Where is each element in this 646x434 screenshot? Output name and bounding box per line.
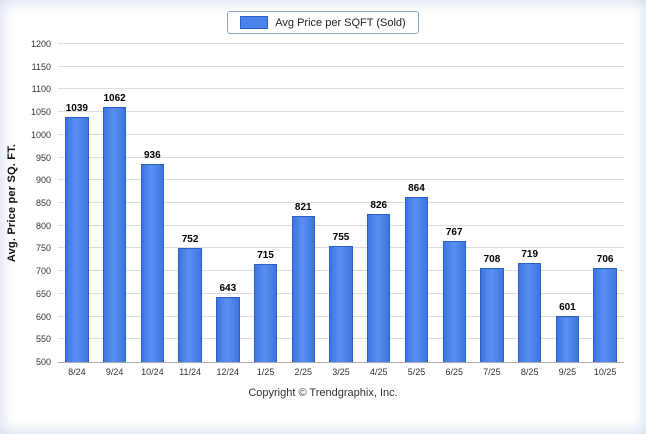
y-tick-label: 1000 [30,129,51,140]
bar [593,268,617,362]
bar [442,240,466,362]
x-tick-label: 7/25 [483,367,501,377]
bar [555,316,580,362]
bar-value-label: 864 [408,182,425,194]
copyright: Copyright © Trendgraphix, Inc. [248,387,398,399]
bar-group: 821 [284,44,322,362]
bar-group: 1039 [58,44,96,362]
bar-value-label: 706 [596,254,614,266]
y-tick-label: 1200 [30,39,51,49]
bar-group: 643 [209,44,247,362]
bar-group: 715 [247,44,285,362]
bar-group: 864 [398,44,436,362]
bar [102,106,127,362]
gridline [58,202,624,203]
plot-region: 1039 1062 936 752 643 715 821 755 826 864 767 708 71… [58,43,624,363]
bar-group: 752 [171,44,209,362]
bar-value-label: 601 [559,302,576,314]
y-tick-label: 750 [35,243,51,254]
x-tick-label: 2/25 [294,367,313,377]
plot-column: 1039 1062 936 752 643 715 821 755 826 864 767 708 71… [58,43,624,377]
bar-value-label: 1062 [103,92,126,104]
y-tick-label: 700 [35,266,51,277]
gridline [58,111,624,113]
x-tick-label: 8/25 [520,367,539,377]
bar [65,117,89,362]
bar-value-label: 936 [143,149,161,161]
bar-group: 601 [549,44,587,362]
bar [367,213,391,362]
bar [291,216,315,362]
gridline [58,179,624,181]
y-axis-title: Avg. Price per SQ. FT. [6,143,18,263]
bar-group: 936 [133,44,171,362]
legend-row: Avg Price per SQFT (Sold) [0,0,646,34]
gridline [58,88,624,90]
bar [140,163,165,362]
y-tick-label: 1100 [31,84,51,95]
bar-value-label: 719 [521,248,539,260]
x-tick-label: 3/25 [332,367,350,377]
bar-group: 719 [511,44,549,362]
bar [517,262,542,362]
y-tick-label: 600 [35,311,51,322]
gridline [58,65,624,67]
x-tick-label: 11/24 [179,367,201,377]
bar [178,247,202,362]
bar-value-label: 1039 [65,103,88,115]
bar [329,246,353,362]
y-tick-label: 950 [35,152,51,163]
bar-group: 826 [360,44,398,362]
y-tick-label: 500 [35,357,51,367]
gridline [58,43,624,44]
gridline [58,224,624,226]
x-tick-label: 10/24 [141,367,164,377]
bar-value-label: 708 [483,253,501,265]
bar [253,264,278,362]
x-tick-label: 1/25 [256,367,275,377]
x-tick-label: 10/25 [593,367,617,377]
bar [480,267,504,362]
legend-swatch-icon [240,16,269,29]
y-tick-label: 1150 [31,61,51,72]
bar-group: 755 [322,44,360,362]
bar-value-label: 715 [257,250,274,262]
y-tick-label: 1050 [30,107,51,118]
bar-group: 1062 [96,44,134,362]
x-tick-label: 4/25 [369,367,388,377]
y-axis-title-column: Avg. Price per SQ. FT. [0,44,24,362]
x-tick-label: 9/24 [105,367,124,377]
bar [404,196,429,362]
bar-series: 1039 1062 936 752 643 715 821 755 826 864 767 708 71… [58,44,624,362]
legend: Avg Price per SQFT (Sold) [227,11,419,34]
x-axis-ticks: 8/24 9/24 10/24 11/24 12/24 1/25 2/25 3/25 4/25 5… [58,367,624,377]
gridline [58,156,624,158]
y-tick-label: 650 [35,288,51,299]
y-tick-label: 550 [35,334,51,345]
y-tick-label: 800 [35,220,51,231]
bar-value-label: 826 [370,199,388,211]
x-tick-label: 12/24 [216,367,240,377]
bar-value-label: 767 [445,226,463,238]
y-axis-ticks: 500 550 600 650 700 750 800 850 900 950 1000 1050 11… [24,39,58,367]
bar [216,297,240,362]
x-tick-label: 8/24 [68,367,86,377]
gridline [58,133,624,135]
x-tick-label: 9/25 [558,367,577,377]
bar-group: 767 [435,44,473,362]
bar-value-label: 643 [219,283,237,295]
x-tick-label: 5/25 [407,367,426,377]
bar-value-label: 752 [181,233,199,245]
chart-area: Avg. Price per SQ. FT. 500 550 600 650 700 75… [0,39,646,377]
bar-value-label: 821 [294,202,312,214]
y-tick-label: 900 [35,175,51,186]
bar-group: 706 [586,44,624,362]
legend-label: Avg Price per SQFT (Sold) [275,16,406,29]
y-tick-label: 850 [35,198,51,208]
x-tick-label: 6/25 [445,367,463,377]
bar-value-label: 755 [332,232,350,244]
bar-group: 708 [473,44,511,362]
